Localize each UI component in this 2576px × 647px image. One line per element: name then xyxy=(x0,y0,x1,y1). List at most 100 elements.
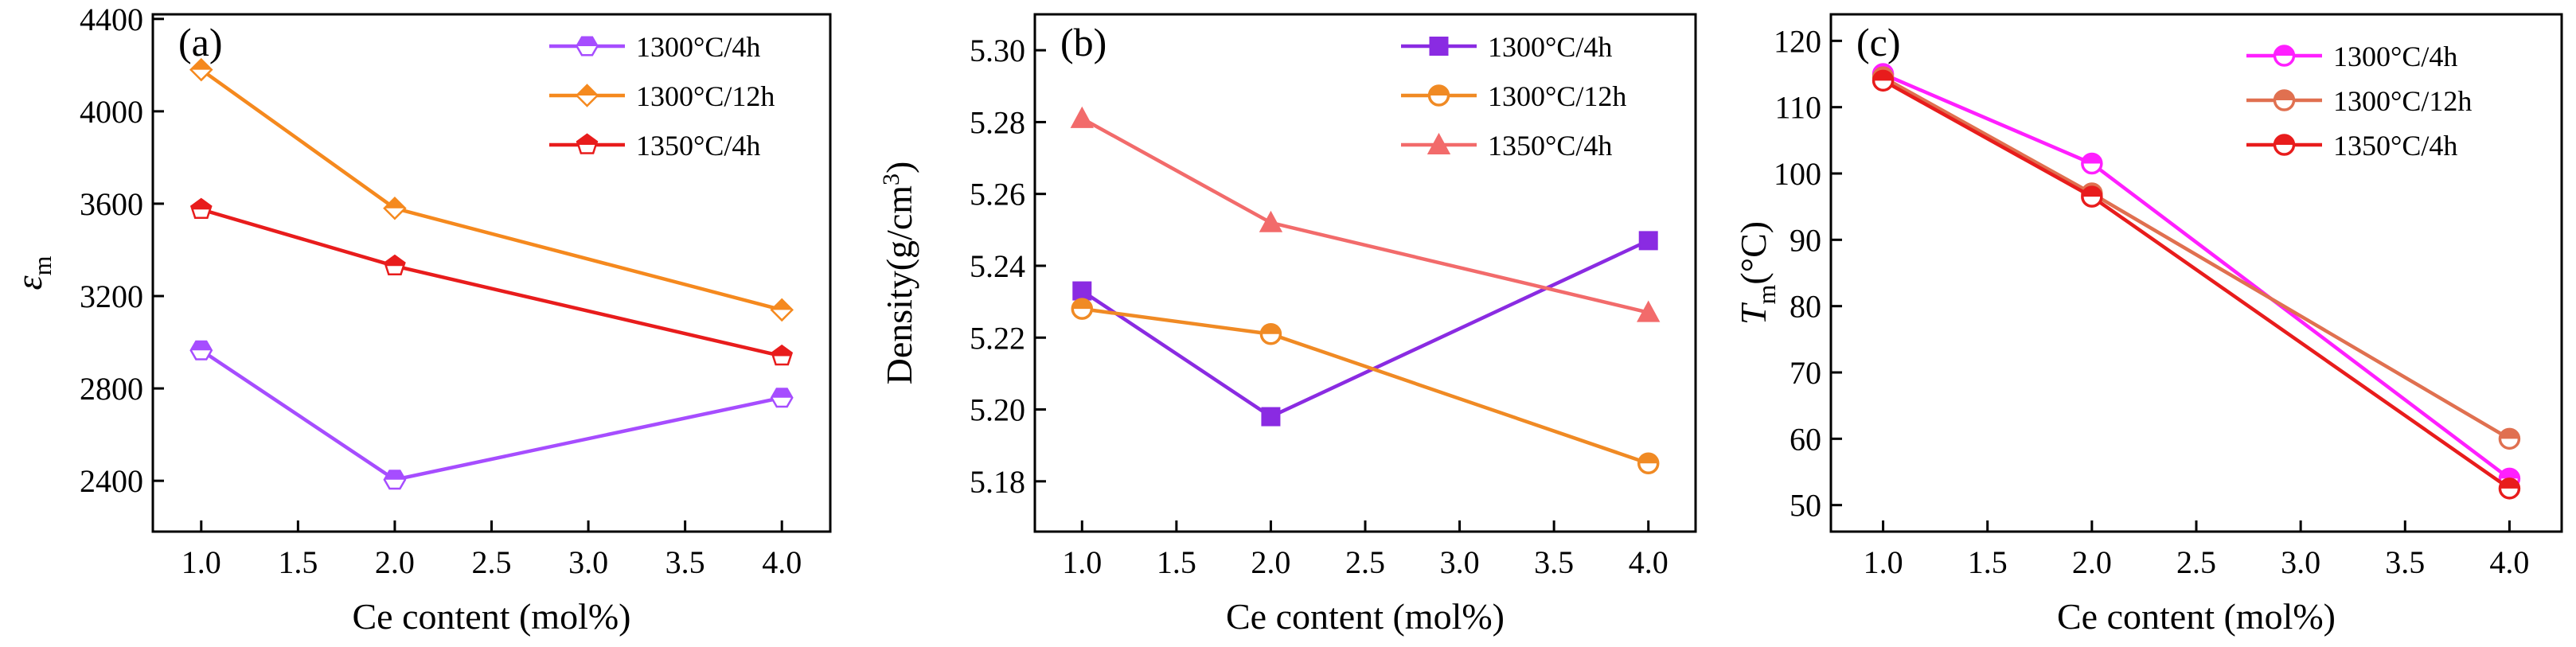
x-tick-label: 3.5 xyxy=(665,544,705,580)
legend-label: 1300°C/12h xyxy=(1488,80,1626,112)
panel-a: 1.0 1.5 2.0 2.5 3.0 3.5 4.0 2400 2800 3200 3600 400… xyxy=(9,2,832,637)
y-tick-label: 120 xyxy=(1774,23,1821,59)
data-point-outline xyxy=(384,254,406,276)
data-point xyxy=(1872,69,1895,92)
legend-entry: 1300°C/12h xyxy=(1401,80,1626,112)
y-axis-label-end: ) xyxy=(879,162,919,173)
x-tick-label: 3.5 xyxy=(1534,544,1574,580)
data-point-outline xyxy=(383,196,407,220)
x-tick-label: 2.0 xyxy=(375,544,415,580)
y-tick-label: 50 xyxy=(1790,488,1821,524)
legend-marker-fill xyxy=(1429,86,1449,95)
series-2 xyxy=(189,197,794,366)
x-tick-label: 4.0 xyxy=(2489,544,2529,580)
legend-label: 1350°C/4h xyxy=(2333,130,2457,162)
data-point-fill xyxy=(1873,71,1893,81)
data-point xyxy=(384,254,406,276)
y-axis-label-sub: m xyxy=(1752,285,1781,305)
data-point-fill xyxy=(384,255,405,267)
data-point-fill xyxy=(384,470,405,480)
y-axis-label-sub: m xyxy=(28,255,57,275)
x-tick-label: 3.0 xyxy=(2281,544,2320,580)
data-point xyxy=(189,57,213,82)
data-point xyxy=(189,340,213,361)
x-tick-label: 1.5 xyxy=(1968,544,2008,580)
data-point-fill xyxy=(771,299,793,310)
legend-label: 1350°C/4h xyxy=(636,130,760,162)
y-tick-label: 60 xyxy=(1790,421,1821,457)
x-tick-label: 4.0 xyxy=(762,544,802,580)
legend-entry: 1300°C/12h xyxy=(2246,85,2472,117)
data-point xyxy=(1259,322,1282,345)
series-1 xyxy=(1872,66,2521,450)
data-point xyxy=(2498,477,2521,500)
data-point-outline xyxy=(383,470,407,490)
legend-marker-fill xyxy=(2274,46,2294,56)
y-tick-label: 5.20 xyxy=(970,392,1025,428)
data-point xyxy=(1071,298,1094,320)
data-point xyxy=(1070,106,1094,128)
data-point xyxy=(383,470,407,490)
y-tick-label: 5.30 xyxy=(970,33,1025,68)
x-tick-label: 2.5 xyxy=(2176,544,2216,580)
data-point-fill xyxy=(2500,478,2519,489)
data-point xyxy=(2498,427,2521,450)
data-point-fill xyxy=(2500,429,2519,439)
legend-entry: 1350°C/4h xyxy=(1401,130,1612,162)
y-axis-label-main: T xyxy=(1733,302,1774,325)
y-tick-label: 100 xyxy=(1774,156,1821,192)
y-tick-label: 70 xyxy=(1790,355,1821,391)
y-axis-label: Density(g/cm3) xyxy=(878,162,919,385)
series-0 xyxy=(1072,231,1658,427)
legend-entry: 1350°C/4h xyxy=(549,130,760,162)
y-tick-label: 110 xyxy=(1774,90,1821,126)
y-tick-label: 4400 xyxy=(80,2,143,37)
legend-marker-fill xyxy=(577,134,597,145)
legend-label: 1300°C/4h xyxy=(1488,31,1612,63)
data-point xyxy=(2081,152,2103,175)
data-point xyxy=(770,388,794,408)
legend-entry: 1300°C/4h xyxy=(549,31,760,63)
data-point xyxy=(2081,185,2103,208)
legend-marker-outline xyxy=(576,36,599,57)
legend-marker-fill xyxy=(2274,135,2294,145)
legend-marker xyxy=(1427,132,1451,154)
data-point-outline xyxy=(771,344,794,366)
y-tick-label: 90 xyxy=(1790,222,1821,258)
legend-marker xyxy=(575,84,599,107)
data-point-outline xyxy=(189,57,213,82)
series-2 xyxy=(1872,69,2521,500)
x-tick-label: 3.5 xyxy=(2385,544,2425,580)
data-point-fill xyxy=(1072,299,1092,310)
data-point-fill xyxy=(190,341,212,351)
legend-entry: 1300°C/12h xyxy=(549,80,775,112)
x-tick-label: 1.5 xyxy=(1157,544,1196,580)
y-axis-label-main: ε xyxy=(9,275,49,290)
y-tick-label: 5.28 xyxy=(970,104,1025,140)
data-point-fill xyxy=(2082,187,2102,197)
panel-label: (c) xyxy=(1856,20,1901,64)
legend-label: 1350°C/4h xyxy=(1488,130,1612,162)
data-point-fill xyxy=(1261,324,1281,334)
series-line xyxy=(1081,239,1649,419)
legend-marker xyxy=(576,36,599,57)
data-point xyxy=(771,344,794,366)
legend-marker-fill xyxy=(2274,91,2294,100)
series-line xyxy=(201,208,783,358)
x-tick-label: 2.0 xyxy=(2072,544,2112,580)
y-axis-label-main: Density(g/cm xyxy=(879,185,919,385)
legend-label: 1300°C/4h xyxy=(2333,41,2457,72)
legend-marker-fill xyxy=(576,37,598,46)
series-line xyxy=(200,349,783,482)
panel-label: (a) xyxy=(178,20,223,64)
legend-marker-outline xyxy=(576,133,599,154)
data-point-outline xyxy=(770,298,794,322)
data-point-fill xyxy=(2500,469,2519,479)
legend-marker xyxy=(1427,84,1450,107)
x-tick-label: 2.0 xyxy=(1251,544,1290,580)
y-tick-label: 5.18 xyxy=(970,464,1025,500)
data-point-outline xyxy=(770,388,794,408)
data-point-outline xyxy=(189,340,213,361)
panel-b: 1.0 1.5 2.0 2.5 3.0 3.5 4.0 5.18 5.20 5.22 5.24 5.2… xyxy=(878,13,1697,637)
